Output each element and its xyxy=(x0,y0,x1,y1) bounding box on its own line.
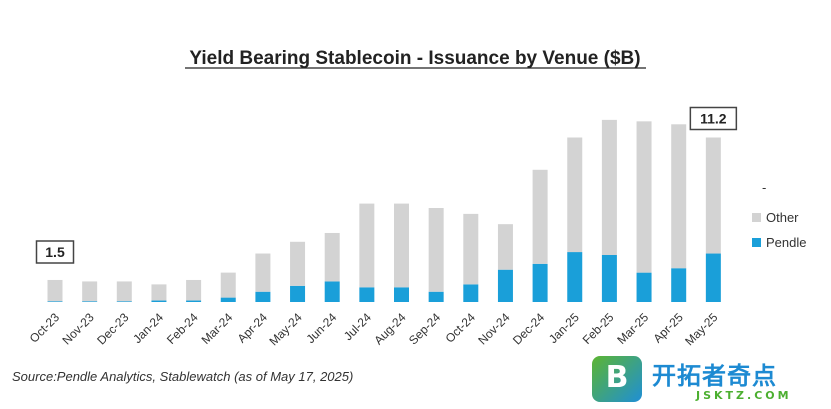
x-tick-label: Dec-23 xyxy=(94,310,131,347)
bar-other-Apr-25 xyxy=(671,124,687,269)
bar-other-Oct-23 xyxy=(47,279,63,302)
bar-other-Jul-24 xyxy=(359,203,375,288)
x-tick-label: Jan-24 xyxy=(130,310,166,346)
bar-pendle-Sep-24 xyxy=(428,291,444,302)
bar-other-Feb-25 xyxy=(601,119,617,255)
bar-other-May-24 xyxy=(290,241,306,286)
bar-pendle-Oct-24 xyxy=(463,284,479,302)
x-tick-label: Apr-25 xyxy=(650,310,686,346)
callout-label: 1.5 xyxy=(45,244,65,260)
bar-pendle-Nov-24 xyxy=(497,269,513,302)
bar-pendle-Oct-23 xyxy=(47,301,63,302)
x-tick-label: Nov-23 xyxy=(60,310,97,347)
x-tick-label: May-25 xyxy=(682,310,720,348)
x-tick-label: Sep-24 xyxy=(406,310,443,347)
bar-other-Dec-24 xyxy=(532,169,548,264)
watermark-url: JSKTZ.COM xyxy=(696,389,792,402)
x-tick-label: Dec-24 xyxy=(510,310,547,347)
bar-other-Sep-24 xyxy=(428,208,444,292)
bar-pendle-Dec-24 xyxy=(532,263,548,302)
bar-other-Nov-24 xyxy=(497,224,513,270)
x-tick-label: May-24 xyxy=(266,310,304,348)
bar-other-Nov-23 xyxy=(82,281,98,302)
bar-group xyxy=(47,119,721,302)
bar-pendle-Apr-24 xyxy=(255,291,271,302)
x-tick-label: Jan-25 xyxy=(546,310,582,346)
bar-pendle-Jan-25 xyxy=(567,252,583,302)
callout-box xyxy=(689,106,738,131)
watermark-name: 开拓者奇点 xyxy=(652,362,777,390)
bar-pendle-Feb-24 xyxy=(186,300,202,302)
bar-other-Feb-24 xyxy=(186,279,202,301)
bar-pendle-Jan-24 xyxy=(151,300,167,302)
x-tick-label: Nov-24 xyxy=(475,310,512,347)
bar-other-Oct-24 xyxy=(463,213,479,285)
bar-other-Aug-24 xyxy=(394,203,409,288)
bar-other-May-25 xyxy=(705,137,721,254)
bar-pendle-Jul-24 xyxy=(359,287,375,302)
bar-pendle-Jun-24 xyxy=(324,281,340,302)
x-tick-label: Feb-24 xyxy=(164,310,201,347)
bar-pendle-Mar-25 xyxy=(636,272,652,302)
legend-swatch-pendle xyxy=(752,238,761,247)
bar-other-Mar-24 xyxy=(220,272,236,298)
bar-other-Mar-25 xyxy=(636,121,652,273)
legend-swatch-other xyxy=(752,213,761,222)
callout-box xyxy=(35,240,75,264)
bar-other-Jan-24 xyxy=(151,284,167,301)
chart-title: Yield Bearing Stablecoin - Issuance by V… xyxy=(189,48,640,69)
bar-pendle-May-24 xyxy=(290,285,306,302)
x-tick-label: Feb-25 xyxy=(580,310,617,347)
source-note: Source:Pendle Analytics, Stablewatch (as… xyxy=(12,369,354,384)
bar-other-Jan-25 xyxy=(567,137,583,253)
bar-pendle-Aug-24 xyxy=(394,287,409,302)
watermark-badge: B xyxy=(592,356,642,402)
bar-other-Dec-23 xyxy=(116,281,132,302)
callouts: 1.5 11.2 xyxy=(35,106,738,264)
bar-pendle-May-25 xyxy=(705,253,721,302)
x-tick-label: Aug-24 xyxy=(371,310,408,347)
bar-other-Apr-24 xyxy=(255,253,271,292)
x-tick-label: Mar-24 xyxy=(199,310,236,347)
callout-label: 11.2 xyxy=(700,111,727,127)
legend: - Other Pendle xyxy=(752,180,806,250)
bar-pendle-Nov-23 xyxy=(82,301,98,302)
bar-pendle-Apr-25 xyxy=(671,268,687,302)
watermark-letter: B xyxy=(605,360,629,395)
bar-pendle-Mar-24 xyxy=(220,297,236,302)
x-tick-label: Jul-24 xyxy=(341,310,374,343)
x-tick-label: Oct-24 xyxy=(443,310,479,346)
watermark-logo: B 开拓者奇点 JSKTZ.COM xyxy=(592,356,827,406)
x-tick-label: Oct-23 xyxy=(27,310,63,346)
x-tick-label: Jun-24 xyxy=(303,310,339,346)
legend-dash: - xyxy=(762,180,766,195)
legend-label-other: Other xyxy=(766,210,799,225)
bar-other-Jun-24 xyxy=(324,232,340,282)
legend-label-pendle: Pendle xyxy=(766,235,806,250)
x-tick-label: Apr-24 xyxy=(235,310,271,346)
x-tick-label: Mar-25 xyxy=(614,310,651,347)
bar-pendle-Dec-23 xyxy=(116,301,132,302)
bar-pendle-Feb-25 xyxy=(601,255,617,302)
